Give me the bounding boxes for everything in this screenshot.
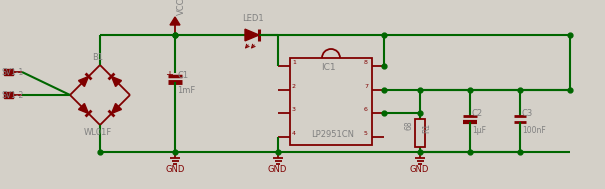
Text: GND: GND (268, 165, 287, 174)
Text: 1μF: 1μF (472, 126, 486, 135)
Text: 7: 7 (364, 84, 368, 89)
Bar (415, 119, 425, 147)
Text: 68: 68 (405, 121, 414, 130)
Text: 2: 2 (292, 84, 296, 89)
Text: LED1: LED1 (242, 14, 264, 23)
Text: 5: 5 (364, 131, 368, 136)
Bar (4, 92, 13, 98)
Text: VCC: VCC (177, 0, 186, 15)
Text: 3: 3 (292, 107, 296, 112)
Text: 8: 8 (364, 60, 368, 65)
Bar (4, 69, 13, 75)
Text: 1: 1 (292, 60, 296, 65)
Polygon shape (111, 77, 122, 87)
Text: C1: C1 (177, 70, 188, 80)
Text: IC1: IC1 (321, 63, 336, 72)
Text: WL01F: WL01F (84, 128, 113, 137)
Text: GND: GND (410, 165, 430, 174)
Text: 6: 6 (364, 107, 368, 112)
Polygon shape (245, 29, 259, 41)
Polygon shape (111, 104, 122, 114)
Text: LP2951CN: LP2951CN (311, 130, 354, 139)
Text: +: + (165, 70, 173, 80)
Polygon shape (170, 17, 180, 25)
Text: 1mF: 1mF (177, 86, 195, 95)
Text: B1: B1 (92, 53, 103, 62)
Text: C2: C2 (472, 109, 483, 118)
Text: SV1-2: SV1-2 (2, 91, 24, 100)
Text: R1: R1 (422, 123, 431, 133)
Text: 100nF: 100nF (522, 126, 546, 135)
Text: SV1-1: SV1-1 (2, 68, 24, 77)
Text: GND: GND (165, 165, 185, 174)
Polygon shape (79, 104, 88, 114)
Text: C3: C3 (522, 109, 533, 118)
Polygon shape (79, 77, 88, 87)
Text: 4: 4 (292, 131, 296, 136)
Bar (290, 58, 372, 145)
